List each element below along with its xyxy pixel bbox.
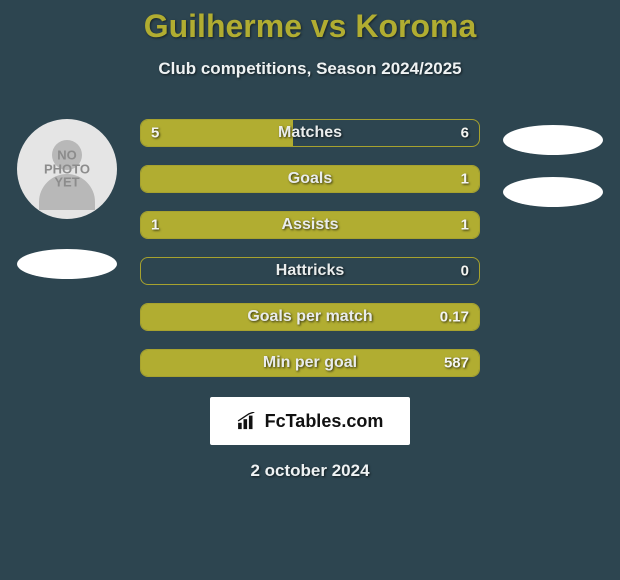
stat-bar: Hattricks 0 [140,257,480,285]
stat-value-left: 5 [151,125,159,142]
player-left-avatar: NOPHOTOYET [17,119,117,219]
stat-bar: Min per goal 587 [140,349,480,377]
chart-icon [237,412,259,430]
player-left-column: NOPHOTOYET [12,119,122,279]
page-title: Guilherme vs Koroma [0,8,620,45]
date: 2 october 2024 [250,461,369,481]
stat-label: Hattricks [276,262,344,280]
stat-value-right: 0.17 [440,309,469,326]
footer: FcTables.com 2 october 2024 [0,397,620,481]
stat-label: Goals per match [247,308,372,326]
main-row: NOPHOTOYET 5 Matches 6 Goals 1 1 Assists 1 Hattr… [0,119,620,377]
stat-value-left: 1 [151,217,159,234]
stat-label: Matches [278,124,342,142]
stat-fill-left [141,120,293,146]
stat-bar: 5 Matches 6 [140,119,480,147]
player-right-column [498,119,608,207]
stat-label: Assists [282,216,339,234]
player-left-club-logo [17,249,117,279]
comparison-card: Guilherme vs Koroma Club competitions, S… [0,0,620,481]
subtitle: Club competitions, Season 2024/2025 [0,59,620,79]
stat-value-right: 6 [461,125,469,142]
stats-column: 5 Matches 6 Goals 1 1 Assists 1 Hattricks 0 Goals … [140,119,480,377]
stat-value-right: 1 [461,171,469,188]
stat-value-right: 1 [461,217,469,234]
player-right-club-logo-2 [503,177,603,207]
stat-value-right: 0 [461,263,469,280]
stat-bar: 1 Assists 1 [140,211,480,239]
stat-label: Min per goal [263,354,357,372]
no-photo-text: NOPHOTOYET [44,149,90,190]
stat-bar: Goals per match 0.17 [140,303,480,331]
brand-text: FcTables.com [265,411,384,432]
player-right-club-logo-1 [503,125,603,155]
brand-badge[interactable]: FcTables.com [210,397,410,445]
stat-label: Goals [288,170,332,188]
stat-value-right: 587 [444,355,469,372]
no-photo-placeholder: NOPHOTOYET [32,134,102,204]
stat-bar: Goals 1 [140,165,480,193]
